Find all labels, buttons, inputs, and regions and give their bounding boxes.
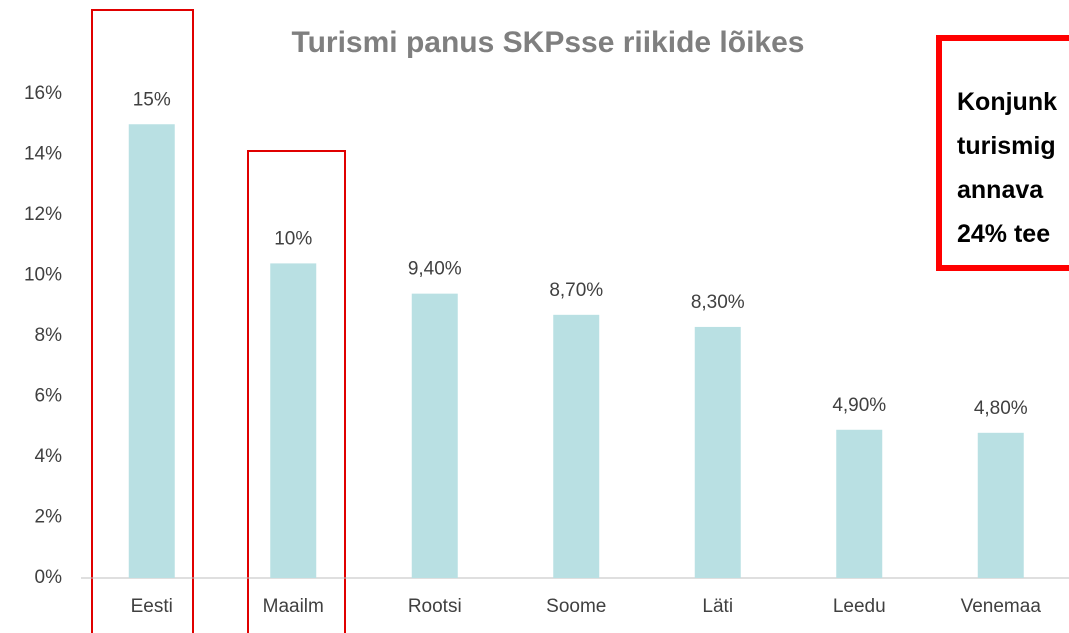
x-tick-label: Leedu <box>833 596 886 617</box>
value-label: 9,40% <box>408 259 462 280</box>
y-tick-label: 0% <box>35 567 63 588</box>
value-label: 8,70% <box>549 280 603 301</box>
annotation-line: 24% tee <box>957 220 1050 248</box>
y-tick-label: 6% <box>35 386 63 407</box>
y-tick-label: 14% <box>24 144 62 165</box>
bar <box>270 263 317 578</box>
x-tick-label: Venemaa <box>961 596 1042 617</box>
bar <box>411 293 458 578</box>
highlight-box <box>247 150 346 633</box>
bar <box>128 124 175 578</box>
highlight-box <box>91 9 194 633</box>
annotation-line: Konjunk <box>957 88 1057 116</box>
value-label: 15% <box>133 89 171 110</box>
annotation-line: annava <box>957 176 1044 204</box>
y-tick-label: 8% <box>35 325 63 346</box>
y-tick-label: 2% <box>35 507 63 528</box>
y-tick-label: 16% <box>24 83 62 104</box>
y-tick-label: 4% <box>35 446 63 467</box>
bar <box>553 314 600 578</box>
x-tick-label: Rootsi <box>408 596 462 617</box>
x-tick-label: Läti <box>702 596 733 617</box>
value-label: 8,30% <box>691 292 745 313</box>
y-tick-label: 10% <box>24 265 62 286</box>
x-tick-label: Maailm <box>263 596 324 617</box>
annotation: Konjunk turismig annava 24% tee <box>957 88 1057 248</box>
bar <box>836 429 883 578</box>
y-tick-label: 12% <box>24 204 62 225</box>
bar <box>694 326 741 578</box>
value-label: 10% <box>274 228 312 249</box>
annotation-line: turismig <box>957 132 1056 160</box>
x-tick-label: Eesti <box>131 596 173 617</box>
annotation-box <box>936 35 1069 271</box>
bar <box>977 432 1024 578</box>
value-label: 4,90% <box>832 395 886 416</box>
chart-title: Turismi panus SKPsse riikide lõikes <box>292 26 805 59</box>
x-tick-label: Soome <box>546 596 606 617</box>
value-label: 4,80% <box>974 398 1028 419</box>
